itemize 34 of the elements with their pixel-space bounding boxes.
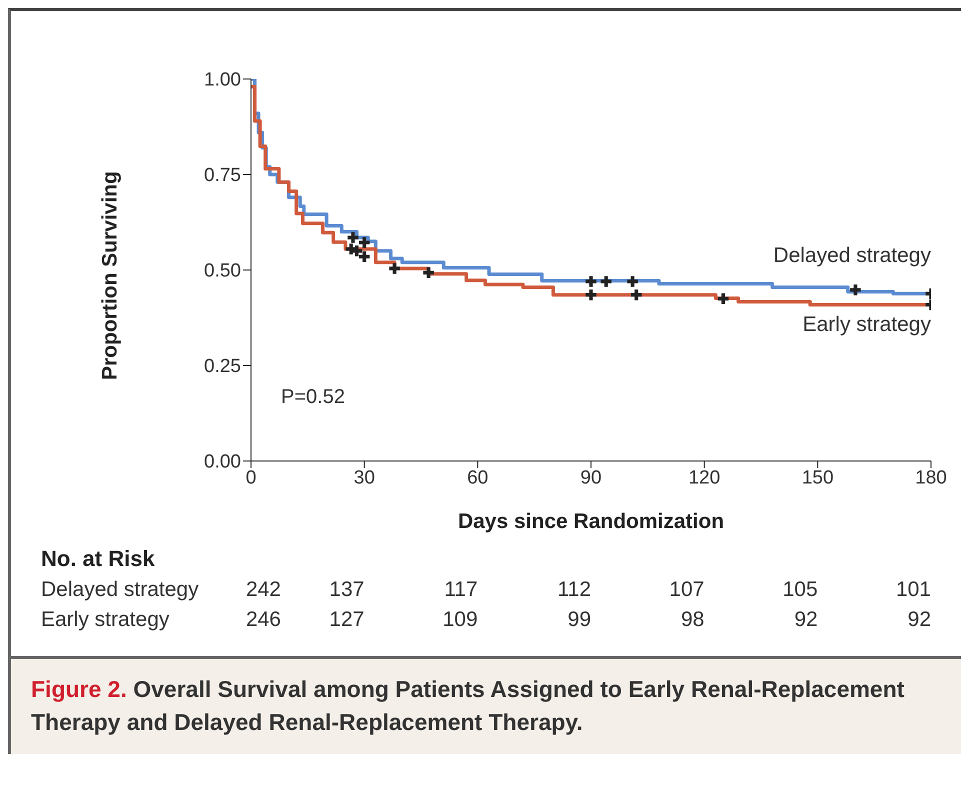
- series-label: Early strategy: [802, 312, 931, 337]
- point: [389, 263, 400, 274]
- point: [348, 232, 358, 243]
- x-tick-label: 0: [246, 467, 256, 488]
- point: [586, 276, 596, 287]
- point: [718, 293, 729, 304]
- y-tick-label: 0.50: [204, 260, 241, 282]
- series-label: Delayed strategy: [773, 244, 931, 268]
- x-tick-label: 150: [802, 467, 834, 488]
- point: [630, 289, 642, 300]
- text: No. at Risk: [41, 546, 155, 572]
- x-tick-label: 90: [580, 467, 602, 488]
- point: [850, 284, 861, 296]
- x-tick-label: 30: [354, 467, 375, 488]
- y-tick-label: 0.25: [204, 356, 241, 378]
- point: [358, 251, 370, 262]
- text: Early strategy 246 127 109 99 98 92 92: [41, 608, 931, 631]
- text: Delayed strategy 242 137 117 112 107 105 101: [41, 578, 931, 601]
- y-axis-title: Proportion Surviving: [98, 171, 122, 380]
- y-tick-label: 0.00: [204, 452, 241, 473]
- x-tick-label: 60: [467, 467, 488, 488]
- point: [586, 289, 596, 300]
- point: [600, 276, 612, 287]
- point: [423, 267, 434, 278]
- point: [627, 276, 638, 287]
- x-axis-title: Days since Randomization: [458, 510, 724, 533]
- point: [358, 237, 370, 248]
- x-tick-label: 180: [915, 467, 947, 488]
- x-tick-label: 120: [688, 467, 720, 488]
- y-tick-label: 0.75: [204, 165, 241, 186]
- annotation: P=0.52: [281, 386, 345, 409]
- point: [351, 246, 362, 256]
- y-tick-label: 1.00: [204, 70, 241, 91]
- caption: Figure 2. Overall Survival among Patients Assigned to Early Renal-Replacement Therapy and Delayed Renal-Replacement Therapy.: [11, 656, 961, 754]
